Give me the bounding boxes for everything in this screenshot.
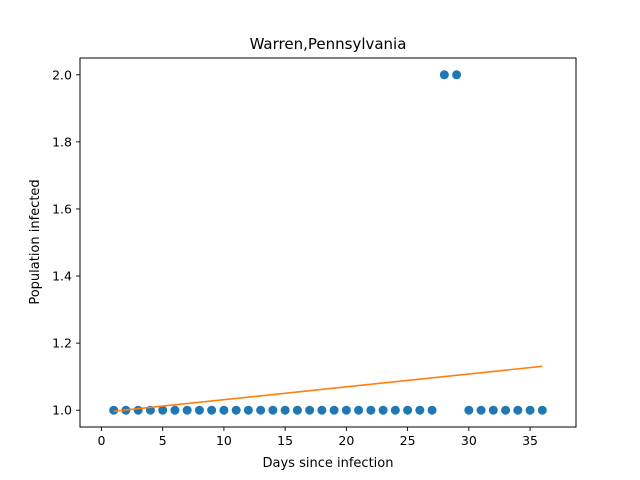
axes-frame <box>79 57 577 428</box>
y-axis-label: Population infected <box>28 179 43 304</box>
scatter-point <box>182 405 192 415</box>
scatter-point <box>268 405 278 415</box>
scatter-point <box>329 405 339 415</box>
scatter-point <box>170 405 180 415</box>
scatter-point <box>525 405 535 415</box>
scatter-point <box>133 405 143 415</box>
scatter-point <box>488 405 498 415</box>
scatter-point <box>231 405 241 415</box>
y-tick-label: 1.0 <box>52 403 72 418</box>
y-tick-label: 1.8 <box>52 134 72 149</box>
x-tick-label: 25 <box>400 433 416 448</box>
x-tick-label: 35 <box>522 433 538 448</box>
scatter-point <box>305 405 315 415</box>
scatter-point <box>194 405 204 415</box>
scatter-point <box>415 405 425 415</box>
scatter-point <box>366 405 376 415</box>
scatter-point <box>317 405 327 415</box>
scatter-point <box>501 405 511 415</box>
scatter-point <box>403 405 413 415</box>
scatter-point <box>378 405 388 415</box>
scatter-point <box>341 405 351 415</box>
scatter-point <box>354 405 364 415</box>
scatter-point <box>476 405 486 415</box>
scatter-point <box>219 405 229 415</box>
x-tick-label: 10 <box>216 433 232 448</box>
y-tick-label: 1.4 <box>52 269 72 284</box>
x-tick-label: 20 <box>338 433 354 448</box>
scatter-point <box>513 405 523 415</box>
y-tick-label: 1.2 <box>52 336 72 351</box>
chart-title: Warren,Pennsylvania <box>250 35 407 53</box>
scatter-point <box>427 405 437 415</box>
scatter-point <box>390 405 400 415</box>
tick-layer: 0 5 10 15 20 25 30 35 1.0 1.2 1.4 1.6 1.8 2.0 <box>52 67 538 448</box>
scatter-point <box>243 405 253 415</box>
scatter-point <box>452 70 462 80</box>
scatter-point <box>537 405 547 415</box>
scatter-point <box>109 405 119 415</box>
scatter-point <box>464 405 474 415</box>
scatter-point <box>207 405 217 415</box>
scatter-point <box>256 405 266 415</box>
scatter-point <box>280 405 290 415</box>
scatter-point <box>439 70 449 80</box>
x-tick-label: 15 <box>277 433 293 448</box>
x-tick-label: 0 <box>97 433 105 448</box>
scatter-point <box>158 405 168 415</box>
trend-line <box>113 365 543 413</box>
x-tick-label: 30 <box>461 433 477 448</box>
plot-area <box>109 70 547 415</box>
y-tick-label: 2.0 <box>52 67 72 82</box>
x-axis-label: Days since infection <box>263 456 394 471</box>
y-tick-label: 1.6 <box>52 201 72 216</box>
x-tick-label: 5 <box>159 433 167 448</box>
scatter-point <box>292 405 302 415</box>
